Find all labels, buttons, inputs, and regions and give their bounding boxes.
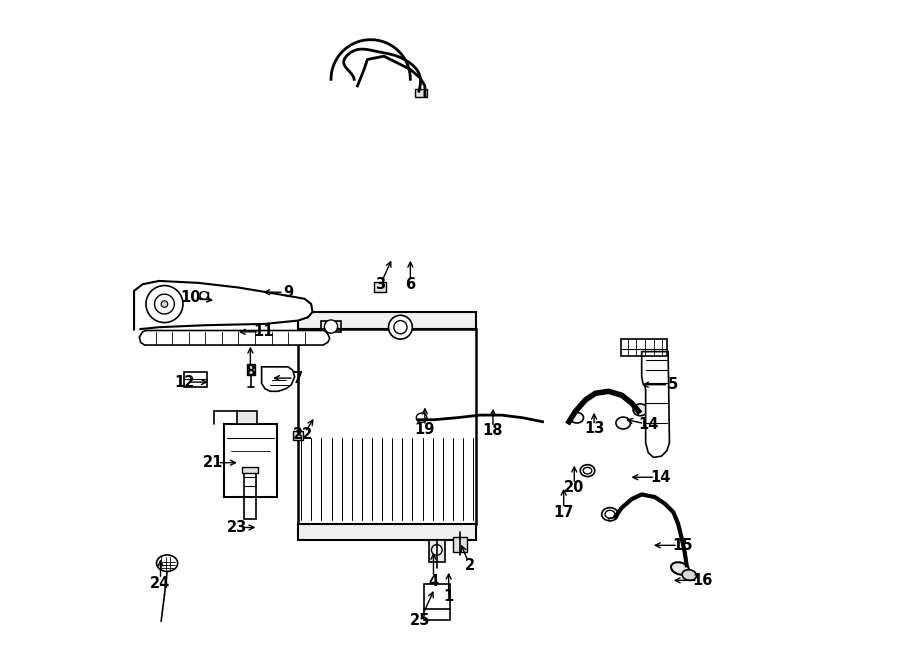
Bar xyxy=(238,411,257,424)
Bar xyxy=(242,467,257,473)
Bar xyxy=(428,540,445,562)
Polygon shape xyxy=(140,330,329,345)
Text: 21: 21 xyxy=(203,455,223,470)
Text: 1: 1 xyxy=(444,589,454,603)
Circle shape xyxy=(200,292,208,299)
Text: 7: 7 xyxy=(292,371,303,385)
Bar xyxy=(298,312,476,329)
Text: 14: 14 xyxy=(638,417,659,432)
Polygon shape xyxy=(642,352,670,457)
Bar xyxy=(454,537,466,552)
Text: 10: 10 xyxy=(181,290,201,305)
Text: 23: 23 xyxy=(227,520,248,535)
Bar xyxy=(298,329,476,524)
Text: 19: 19 xyxy=(415,422,435,437)
Circle shape xyxy=(389,315,412,339)
Bar xyxy=(224,424,277,497)
Text: 16: 16 xyxy=(692,573,713,588)
Ellipse shape xyxy=(580,465,595,477)
Text: 25: 25 xyxy=(410,613,430,627)
Text: 11: 11 xyxy=(253,325,274,339)
Bar xyxy=(374,282,386,292)
Text: 20: 20 xyxy=(564,481,584,495)
Text: 15: 15 xyxy=(672,538,693,553)
Bar xyxy=(321,321,341,332)
Circle shape xyxy=(394,321,407,334)
Polygon shape xyxy=(262,367,294,391)
Polygon shape xyxy=(134,281,312,330)
Circle shape xyxy=(146,286,183,323)
Ellipse shape xyxy=(671,563,689,574)
Text: 12: 12 xyxy=(174,375,194,389)
Bar xyxy=(298,524,476,540)
Circle shape xyxy=(161,301,167,307)
Ellipse shape xyxy=(417,413,427,422)
Text: 5: 5 xyxy=(669,377,679,392)
Text: 4: 4 xyxy=(428,574,438,589)
Text: 24: 24 xyxy=(150,576,171,590)
Bar xyxy=(200,292,208,299)
Bar xyxy=(424,584,450,620)
Text: 14: 14 xyxy=(650,470,670,485)
Text: 9: 9 xyxy=(283,285,293,299)
Ellipse shape xyxy=(633,404,648,416)
Text: 18: 18 xyxy=(482,424,503,438)
Circle shape xyxy=(431,545,442,555)
Bar xyxy=(244,469,256,519)
Bar xyxy=(415,89,427,97)
Text: 13: 13 xyxy=(584,421,604,436)
Text: 22: 22 xyxy=(293,428,313,442)
Ellipse shape xyxy=(157,555,177,571)
Ellipse shape xyxy=(616,417,631,429)
Ellipse shape xyxy=(583,467,592,474)
Text: 3: 3 xyxy=(375,277,386,292)
Text: 6: 6 xyxy=(405,277,416,292)
Bar xyxy=(620,339,667,356)
Circle shape xyxy=(324,320,338,333)
Ellipse shape xyxy=(571,412,583,423)
Ellipse shape xyxy=(682,570,697,580)
Text: 17: 17 xyxy=(554,505,574,520)
Ellipse shape xyxy=(605,510,615,518)
Text: 2: 2 xyxy=(464,558,475,572)
Bar xyxy=(293,431,303,440)
Bar xyxy=(248,364,255,375)
Bar xyxy=(184,372,207,387)
Text: 8: 8 xyxy=(246,364,256,379)
Circle shape xyxy=(155,294,175,314)
Ellipse shape xyxy=(602,508,618,521)
